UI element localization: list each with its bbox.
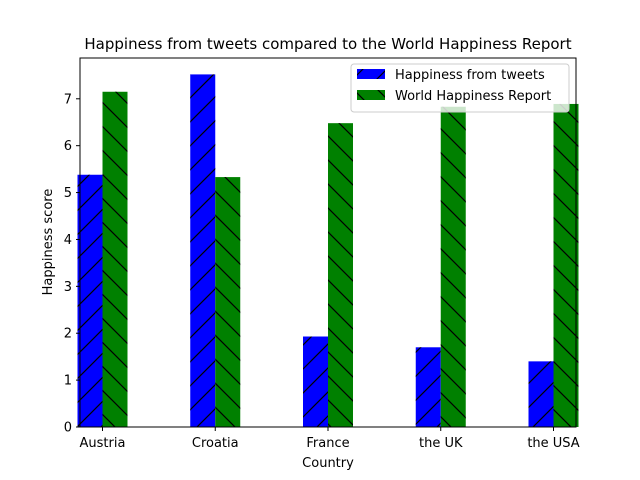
legend-swatch-hatch-0 <box>357 69 385 79</box>
bar-hatch-1-3 <box>440 106 466 427</box>
legend: Happiness from tweets World Happiness Rep… <box>350 63 570 113</box>
x-tick-label: France <box>306 436 349 451</box>
y-tick-label: 5 <box>64 186 72 201</box>
y-tick-label: 3 <box>64 280 72 295</box>
bar-hatch-1-0 <box>102 91 128 427</box>
x-tick-label: the USA <box>527 436 579 451</box>
bar-hatch-0-1 <box>190 74 216 428</box>
x-tick-label: the UK <box>419 436 463 451</box>
chart-title: Happiness from tweets compared to the Wo… <box>84 35 571 53</box>
y-tick-label: 1 <box>64 374 72 389</box>
y-tick-label: 4 <box>64 233 72 248</box>
y-tick-label: 0 <box>64 421 72 436</box>
legend-label-1: World Happiness Report <box>395 89 551 104</box>
legend-frame <box>350 63 570 113</box>
x-tick-label: Croatia <box>192 436 239 451</box>
y-axis-ticks: 0 1 2 3 4 5 6 7 <box>64 92 80 436</box>
legend-swatch-hatch-1 <box>357 90 385 100</box>
y-tick-label: 7 <box>64 92 72 107</box>
bars-group <box>77 74 579 428</box>
plot-frame <box>79 57 577 428</box>
bar-hatch-1-4 <box>553 103 579 428</box>
y-axis-label: Happiness score <box>41 189 56 296</box>
legend-label-0: Happiness from tweets <box>395 68 545 83</box>
bar-hatch-1-1 <box>215 177 241 427</box>
bar-hatch-1-2 <box>328 123 353 428</box>
bar-hatch-0-3 <box>415 347 441 427</box>
y-tick-label: 6 <box>64 139 72 154</box>
y-tick-label: 2 <box>64 327 72 342</box>
x-axis-ticks: Austria Croatia France the UK the USA <box>80 427 580 451</box>
bar-hatch-0-2 <box>303 336 328 427</box>
bar-hatch-0-0 <box>77 174 103 427</box>
x-tick-label: Austria <box>80 436 126 451</box>
bar-hatch-0-4 <box>528 361 554 427</box>
x-axis-label: Country <box>302 456 354 471</box>
